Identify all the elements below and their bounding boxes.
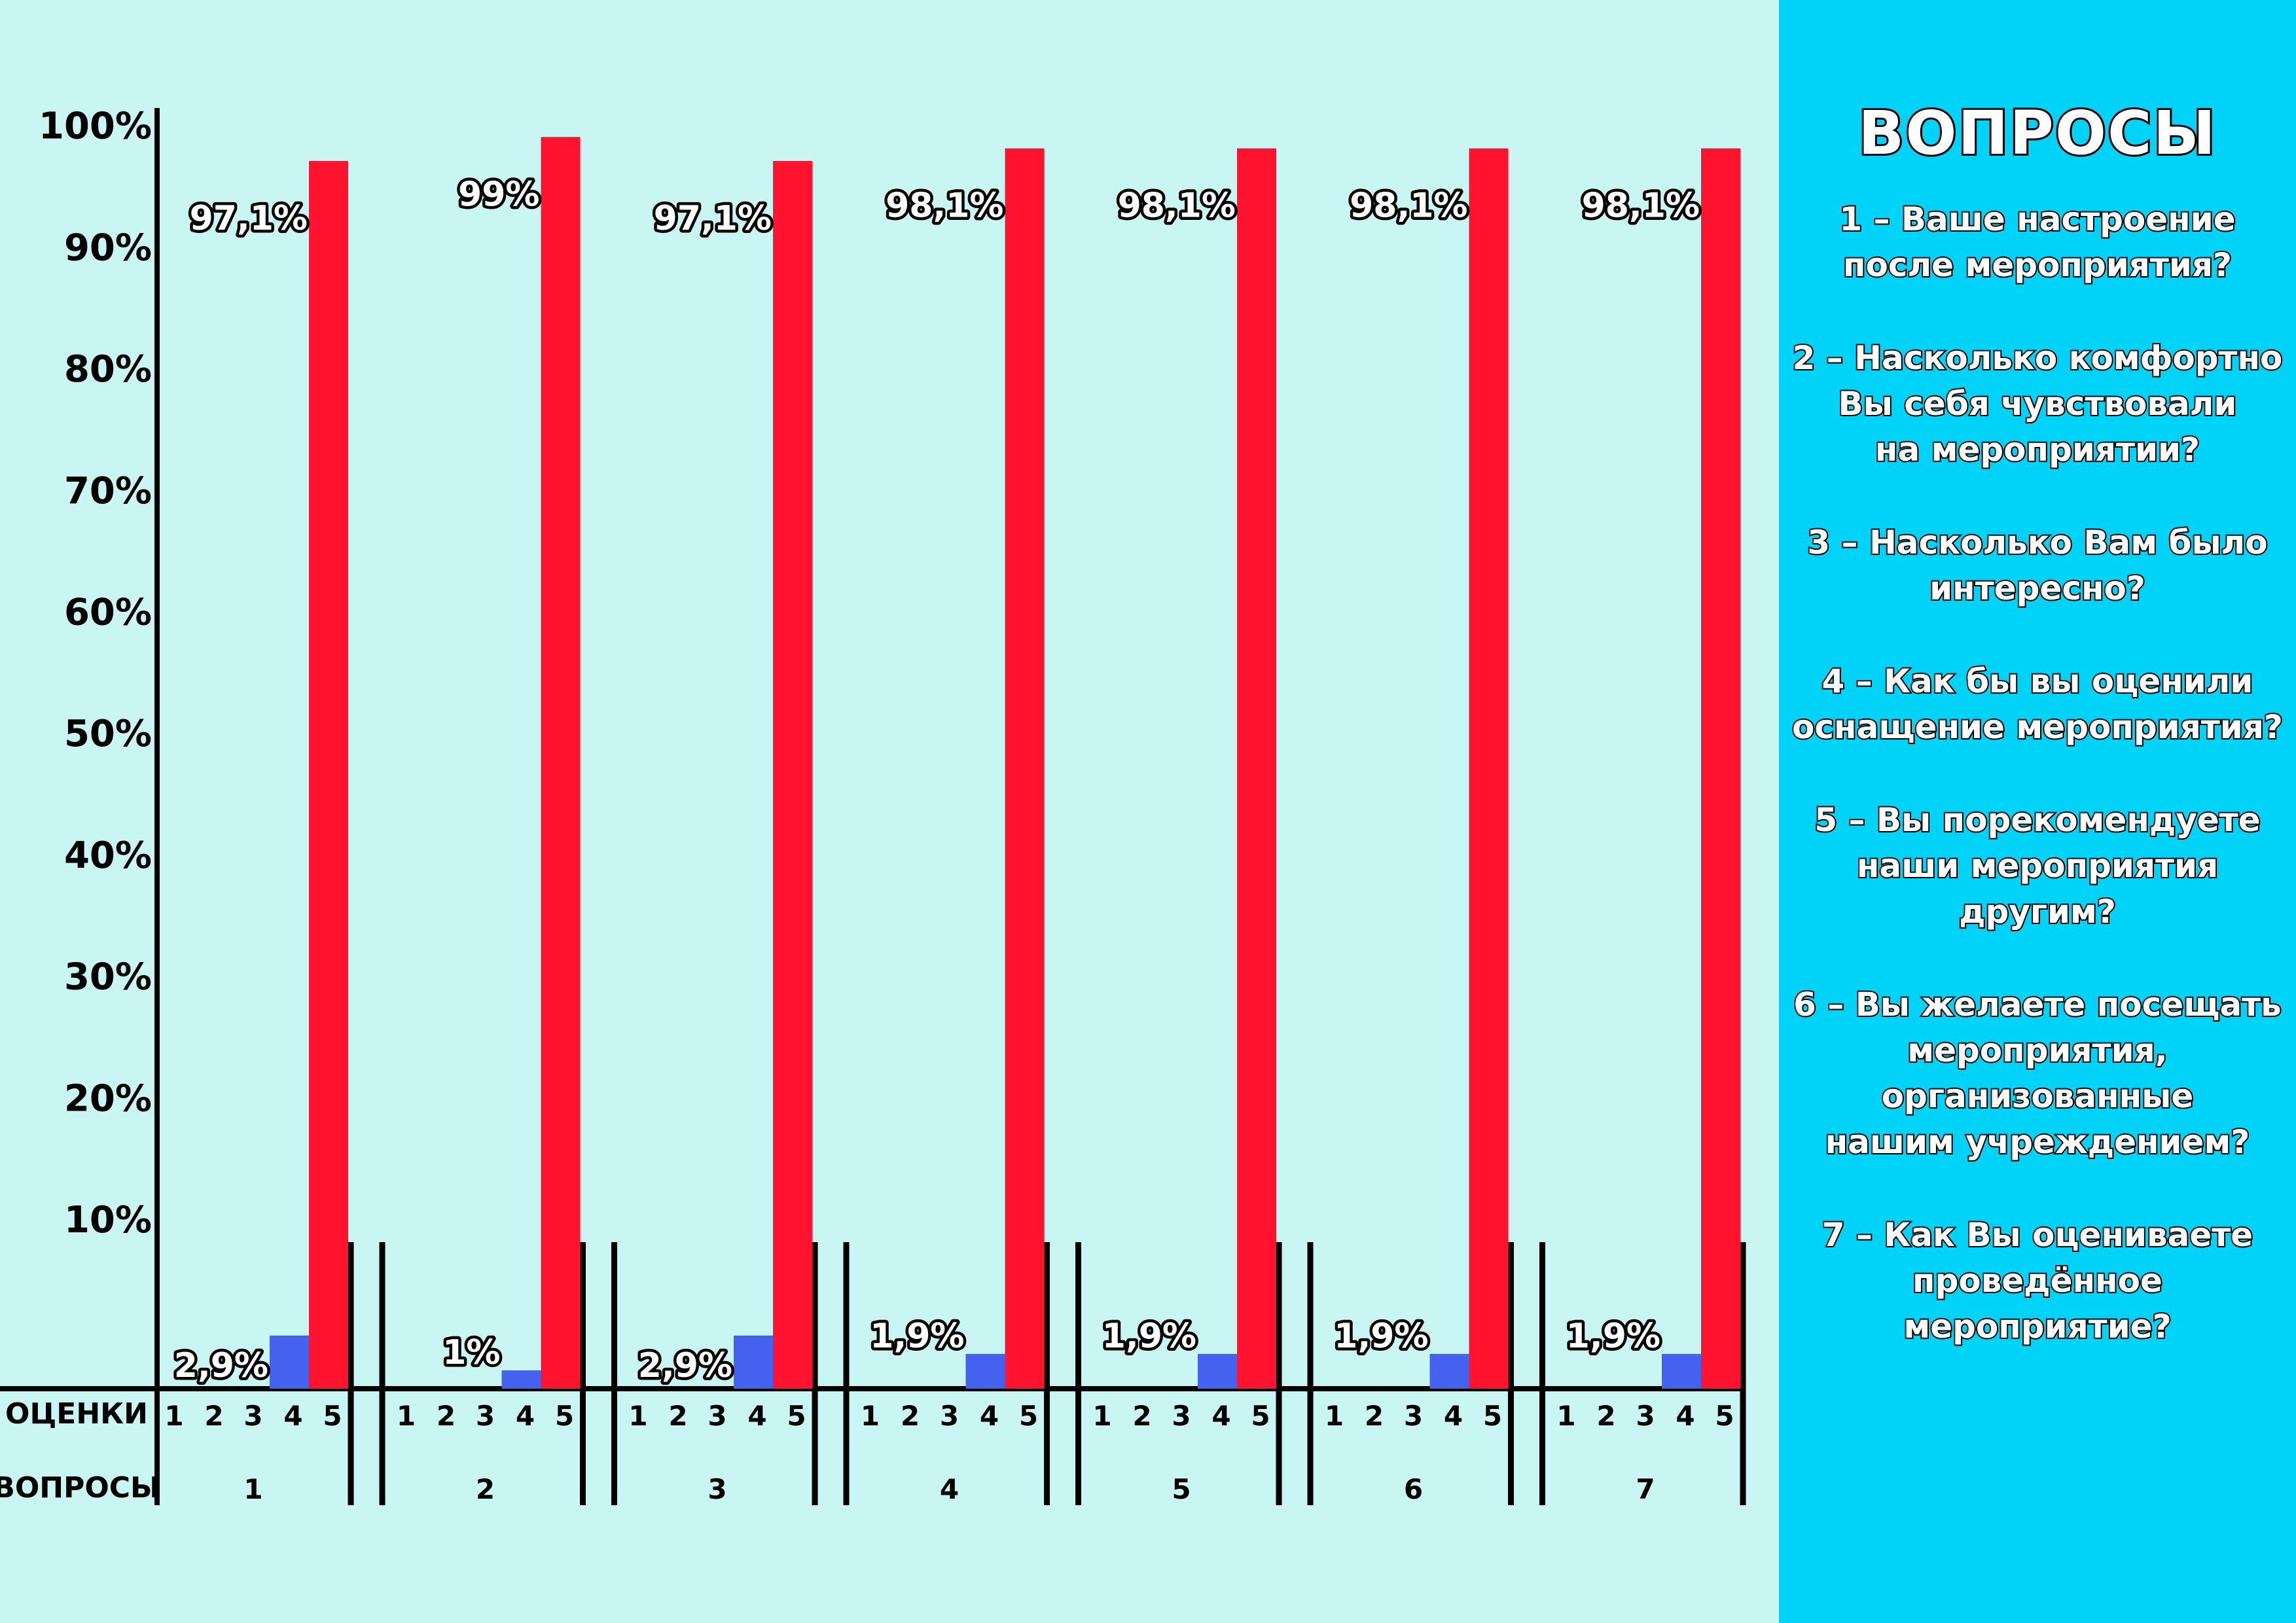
data-label-rating-4: 2,9% xyxy=(174,1346,268,1385)
rating-label: 1 xyxy=(397,1400,416,1432)
rating-label: 5 xyxy=(323,1400,342,1432)
data-label-rating-4: 1,9% xyxy=(1566,1317,1660,1356)
y-tick-label: 90% xyxy=(64,226,152,269)
question-item: 2 – Насколько комфортно Вы себя чувствов… xyxy=(1791,338,2284,470)
rating-label: 3 xyxy=(708,1400,726,1432)
data-label-rating-4: 1,9% xyxy=(1102,1317,1196,1356)
bar-rating-4 xyxy=(1429,1353,1469,1389)
rating-label: 3 xyxy=(243,1400,262,1432)
questions-panel: ВОПРОСЫ 1 – Ваше настроение после меропр… xyxy=(1779,0,2296,1623)
rating-label: 5 xyxy=(787,1400,806,1432)
question-number: 2 xyxy=(476,1473,495,1505)
rating-label: 3 xyxy=(1172,1400,1191,1432)
rating-label: 2 xyxy=(204,1400,223,1432)
question-item: 1 – Ваше настроение после мероприятия? xyxy=(1838,199,2236,285)
rating-label: 1 xyxy=(1325,1400,1344,1432)
bar-rating-4 xyxy=(734,1335,773,1389)
chart-area: 10% 20% 30% 40% 50% 60% 70% 80% 90% 100% ОЦЕНКИ ВОП… xyxy=(0,105,1746,1505)
question-number: 4 xyxy=(940,1473,959,1505)
bar-rating-5 xyxy=(541,137,581,1389)
rating-label: 1 xyxy=(628,1400,647,1432)
data-label-rating-4: 1,9% xyxy=(870,1317,964,1356)
question-number: 3 xyxy=(708,1473,726,1505)
question-number: 6 xyxy=(1404,1473,1423,1505)
rating-label: 2 xyxy=(1596,1400,1615,1432)
bar-rating-5 xyxy=(773,161,812,1389)
rating-label: 5 xyxy=(555,1400,574,1432)
rating-label: 4 xyxy=(1676,1400,1695,1432)
rating-label: 2 xyxy=(901,1400,920,1432)
rating-label: 2 xyxy=(1365,1400,1384,1432)
rating-label: 2 xyxy=(668,1400,687,1432)
y-tick-label: 40% xyxy=(64,834,152,877)
data-label-rating-5: 97,1% xyxy=(190,199,308,238)
rating-label: 4 xyxy=(516,1400,535,1432)
data-label-rating-5: 98,1% xyxy=(1582,187,1700,226)
rating-label: 4 xyxy=(747,1400,766,1432)
bar-rating-4 xyxy=(1662,1353,1701,1389)
y-tick-label: 60% xyxy=(64,592,152,634)
y-tick-label: 100% xyxy=(39,105,152,148)
bar-rating-5 xyxy=(1701,148,1740,1389)
questions-title: ВОПРОСЫ xyxy=(1856,96,2217,170)
data-label-rating-5: 98,1% xyxy=(886,187,1003,226)
data-label-rating-4: 1% xyxy=(442,1333,500,1372)
question-item: 5 – Вы порекомендуете наши мероприятия д… xyxy=(1813,800,2261,932)
data-label-rating-5: 99% xyxy=(458,175,539,214)
question-item: 4 – Как бы вы оценили оснащение мероприя… xyxy=(1791,661,2284,747)
data-label-rating-4: 2,9% xyxy=(638,1346,732,1385)
question-item: 7 – Как Вы оцениваете проведённое меропр… xyxy=(1821,1215,2254,1347)
data-label-rating-4: 1,9% xyxy=(1334,1317,1428,1356)
rating-label: 1 xyxy=(164,1400,183,1432)
questions-list: 1 – Ваше настроение после мероприятия? 2 … xyxy=(1779,196,2296,1397)
rating-label: 3 xyxy=(940,1400,959,1432)
data-label-rating-5: 97,1% xyxy=(654,199,772,238)
rating-label: 4 xyxy=(1444,1400,1463,1432)
rating-label: 3 xyxy=(1636,1400,1655,1432)
y-tick-label: 80% xyxy=(64,348,152,391)
question-number: 5 xyxy=(1172,1473,1191,1505)
question-item: 3 – Насколько Вам было интересно? xyxy=(1806,522,2269,609)
rating-label: 5 xyxy=(1019,1400,1038,1432)
rating-label: 3 xyxy=(476,1400,495,1432)
question-number: 1 xyxy=(243,1473,262,1505)
y-tick-label: 70% xyxy=(64,470,152,512)
bar-chart: 10% 20% 30% 40% 50% 60% 70% 80% 90% 100% ОЦЕНКИ ВОП… xyxy=(0,105,1746,1505)
rating-label: 1 xyxy=(861,1400,880,1432)
rating-label: 4 xyxy=(283,1400,302,1432)
bar-rating-4 xyxy=(270,1335,309,1389)
rating-label: 3 xyxy=(1404,1400,1423,1432)
question-item: 6 – Вы желаете посещать мероприятия, орг… xyxy=(1792,984,2283,1162)
rating-label: 1 xyxy=(1092,1400,1111,1432)
rating-label: 4 xyxy=(980,1400,999,1432)
data-label-rating-5: 98,1% xyxy=(1118,187,1236,226)
y-tick-label: 30% xyxy=(64,956,152,999)
y-tick-label: 10% xyxy=(64,1199,152,1241)
bar-rating-4 xyxy=(965,1353,1005,1389)
ratings-row-label: ОЦЕНКИ xyxy=(5,1397,148,1431)
rating-label: 5 xyxy=(1483,1400,1502,1432)
rating-label: 5 xyxy=(1715,1400,1734,1432)
rating-label: 2 xyxy=(437,1400,456,1432)
data-label-rating-5: 98,1% xyxy=(1350,187,1467,226)
bar-rating-5 xyxy=(1469,148,1509,1389)
bar-rating-5 xyxy=(1005,148,1045,1389)
rating-label: 2 xyxy=(1132,1400,1151,1432)
bar-rating-5 xyxy=(309,161,348,1389)
bar-rating-4 xyxy=(501,1370,541,1389)
question-number: 7 xyxy=(1636,1473,1655,1505)
rating-label: 4 xyxy=(1211,1400,1230,1432)
bar-rating-5 xyxy=(1237,148,1276,1389)
rating-label: 1 xyxy=(1556,1400,1575,1432)
y-tick-label: 50% xyxy=(64,713,152,755)
questions-row-label: ВОПРОСЫ xyxy=(0,1471,160,1505)
rating-label: 5 xyxy=(1251,1400,1270,1432)
y-tick-label: 20% xyxy=(64,1077,152,1120)
bar-rating-4 xyxy=(1198,1353,1237,1389)
